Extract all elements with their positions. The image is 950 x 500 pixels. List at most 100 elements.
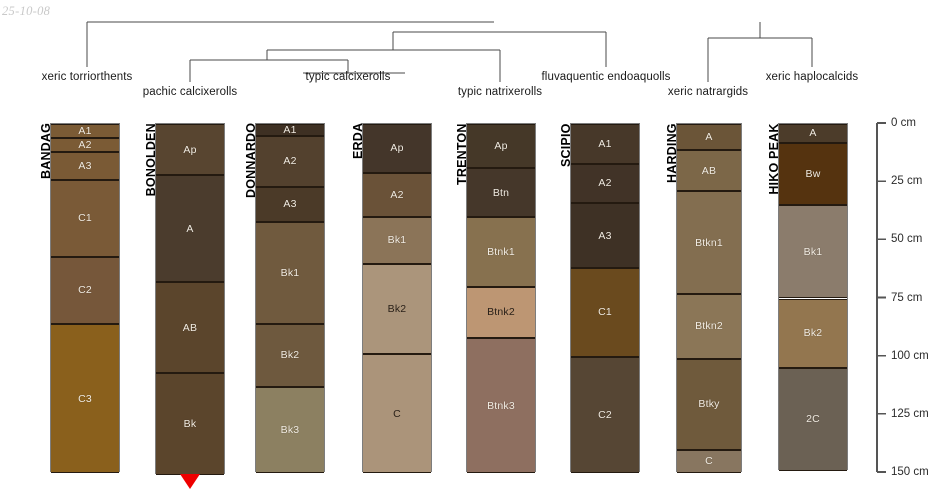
- taxonomy-label-fluvaquentic-endoaquolls: fluvaquentic endoaquolls: [541, 71, 671, 83]
- taxonomy-label-xeric-torriorthents: xeric torriorthents: [41, 71, 133, 83]
- horizon-A1[interactable]: A1: [51, 124, 119, 138]
- horizon-label: A: [186, 222, 194, 235]
- horizon-A3[interactable]: A3: [571, 203, 639, 269]
- horizon-AB[interactable]: AB: [156, 282, 224, 373]
- horizon-Bk1[interactable]: Bk1: [779, 205, 847, 299]
- horizon-label: A2: [283, 155, 297, 168]
- horizon-A1[interactable]: A1: [571, 124, 639, 164]
- horizon-A2[interactable]: A2: [256, 135, 324, 187]
- horizon-label: Btnk3: [487, 399, 515, 412]
- horizon-Btn[interactable]: Btn: [467, 168, 535, 218]
- axis-tick-label-100: 100 cm: [891, 349, 929, 362]
- taxonomy-label-xeric-natrargids: xeric natrargids: [667, 86, 749, 98]
- horizon-label: AB: [182, 321, 198, 334]
- taxonomy-label-typic-calcixerolls: typic calcixerolls: [305, 71, 391, 83]
- horizon-A[interactable]: A: [156, 175, 224, 283]
- horizon-label: A3: [283, 198, 297, 211]
- horizon-label: Ap: [183, 143, 197, 156]
- horizon-C1[interactable]: C1: [51, 179, 119, 257]
- profile-column[interactable]: A1 A2 A3 C1 C2 C3: [50, 123, 120, 473]
- horizon-Ap[interactable]: Ap: [156, 124, 224, 176]
- horizon-2C[interactable]: 2C: [779, 368, 847, 471]
- horizon-A[interactable]: A: [779, 124, 847, 143]
- profile-column[interactable]: A1 A2 A3 C1 C2: [570, 123, 640, 473]
- watermark-date: 25-10-08: [2, 4, 51, 18]
- horizon-C[interactable]: C: [363, 354, 431, 473]
- horizon-label: AB: [701, 164, 717, 177]
- axis-tick-label-50: 50 cm: [891, 233, 923, 246]
- horizon-label: A2: [598, 177, 612, 190]
- horizon-Bk1[interactable]: Bk1: [256, 221, 324, 325]
- horizon-C[interactable]: C: [677, 449, 741, 473]
- horizon-label: Bw: [805, 168, 821, 181]
- horizon-label: Btnk1: [487, 245, 515, 258]
- horizon-Bk[interactable]: Bk: [156, 372, 224, 476]
- profile-column[interactable]: Ap A AB Bk: [155, 123, 225, 476]
- horizon-label: Bk1: [387, 234, 407, 247]
- horizon-Bk2[interactable]: Bk2: [779, 298, 847, 369]
- horizon-label: Ap: [390, 142, 404, 155]
- horizon-Btky[interactable]: Btky: [677, 358, 741, 450]
- profile-column[interactable]: A AB Btkn1 Btkn2 Btky C: [676, 123, 742, 473]
- horizon-C3[interactable]: C3: [51, 324, 119, 473]
- horizon-Btkn1[interactable]: Btkn1: [677, 191, 741, 294]
- horizon-label: Bk1: [803, 245, 823, 258]
- horizon-label: A3: [598, 229, 612, 242]
- horizon-Ap[interactable]: Ap: [467, 124, 535, 169]
- horizon-C1[interactable]: C1: [571, 268, 639, 357]
- selected-profile-marker-icon[interactable]: [180, 474, 200, 489]
- taxonomy-dendrogram: [86, 21, 813, 82]
- horizon-A3[interactable]: A3: [256, 186, 324, 222]
- horizon-label: Bk2: [387, 302, 407, 315]
- horizon-label: C2: [78, 284, 92, 297]
- horizon-Bk2[interactable]: Bk2: [256, 324, 324, 387]
- horizon-A2[interactable]: A2: [363, 172, 431, 218]
- horizon-Bk2[interactable]: Bk2: [363, 263, 431, 355]
- horizon-Btkn2[interactable]: Btkn2: [677, 293, 741, 359]
- horizon-label: A3: [78, 159, 92, 172]
- horizon-label: A1: [78, 124, 92, 137]
- horizon-A3[interactable]: A3: [51, 151, 119, 180]
- horizon-C2[interactable]: C2: [51, 256, 119, 325]
- horizon-A[interactable]: A: [677, 124, 741, 150]
- profile-column[interactable]: Ap Btn Btnk1 Btnk2 Btnk3: [466, 123, 536, 473]
- axis-tick-label-150: 150 cm: [891, 466, 929, 478]
- horizon-Bk3[interactable]: Bk3: [256, 386, 324, 473]
- horizon-label: C: [393, 407, 401, 420]
- horizon-label: C: [705, 455, 713, 468]
- horizon-label: A1: [283, 124, 297, 136]
- horizon-label: C1: [78, 212, 92, 225]
- horizon-label: Bk3: [280, 423, 300, 436]
- horizon-Bk1[interactable]: Bk1: [363, 217, 431, 264]
- horizon-Ap[interactable]: Ap: [363, 124, 431, 173]
- taxonomy-label-xeric-haplocalcids: xeric haplocalcids: [765, 71, 859, 83]
- horizon-A2[interactable]: A2: [51, 137, 119, 152]
- profile-column[interactable]: Ap A2 Bk1 Bk2 C: [362, 123, 432, 473]
- horizon-label: A2: [78, 138, 92, 151]
- profile-column[interactable]: A1 A2 A3 Bk1 Bk2 Bk3: [255, 123, 325, 473]
- taxonomy-label-pachic-calcixerolls: pachic calcixerolls: [142, 86, 238, 98]
- profile-column[interactable]: A Bw Bk1 Bk2 2C: [778, 123, 848, 471]
- axis-tick-label-125: 125 cm: [891, 407, 929, 420]
- horizon-label: Bk1: [280, 266, 300, 279]
- horizon-label: C1: [598, 306, 612, 319]
- horizon-label: Btkn2: [695, 320, 723, 333]
- horizon-label: Bk2: [803, 327, 823, 340]
- horizon-label: C3: [78, 392, 92, 405]
- horizon-Btnk3[interactable]: Btnk3: [467, 338, 535, 473]
- horizon-Bw[interactable]: Bw: [779, 142, 847, 206]
- axis-tick-label-25: 25 cm: [891, 175, 923, 188]
- horizon-Btnk2[interactable]: Btnk2: [467, 286, 535, 339]
- horizon-C2[interactable]: C2: [571, 356, 639, 473]
- horizon-label: Bk2: [280, 349, 300, 362]
- horizon-label: Btky: [698, 398, 720, 411]
- horizon-A1[interactable]: A1: [256, 124, 324, 136]
- horizon-label: Btn: [492, 186, 510, 199]
- horizon-label: A: [809, 127, 817, 140]
- horizon-Btnk1[interactable]: Btnk1: [467, 217, 535, 287]
- horizon-A2[interactable]: A2: [571, 163, 639, 204]
- horizon-AB[interactable]: AB: [677, 149, 741, 192]
- horizon-label: 2C: [806, 413, 820, 426]
